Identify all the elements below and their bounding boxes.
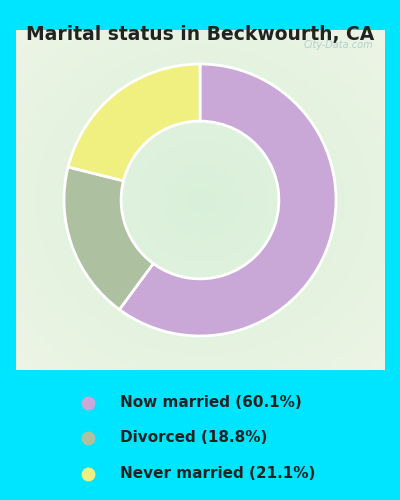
Wedge shape <box>68 64 200 181</box>
Text: City-Data.com: City-Data.com <box>303 40 373 50</box>
Text: Marital status in Beckwourth, CA: Marital status in Beckwourth, CA <box>26 26 374 44</box>
Text: Divorced (18.8%): Divorced (18.8%) <box>120 430 267 445</box>
Wedge shape <box>64 167 153 310</box>
Text: Now married (60.1%): Now married (60.1%) <box>120 395 302 410</box>
Text: Never married (21.1%): Never married (21.1%) <box>120 466 315 481</box>
Wedge shape <box>119 64 336 336</box>
